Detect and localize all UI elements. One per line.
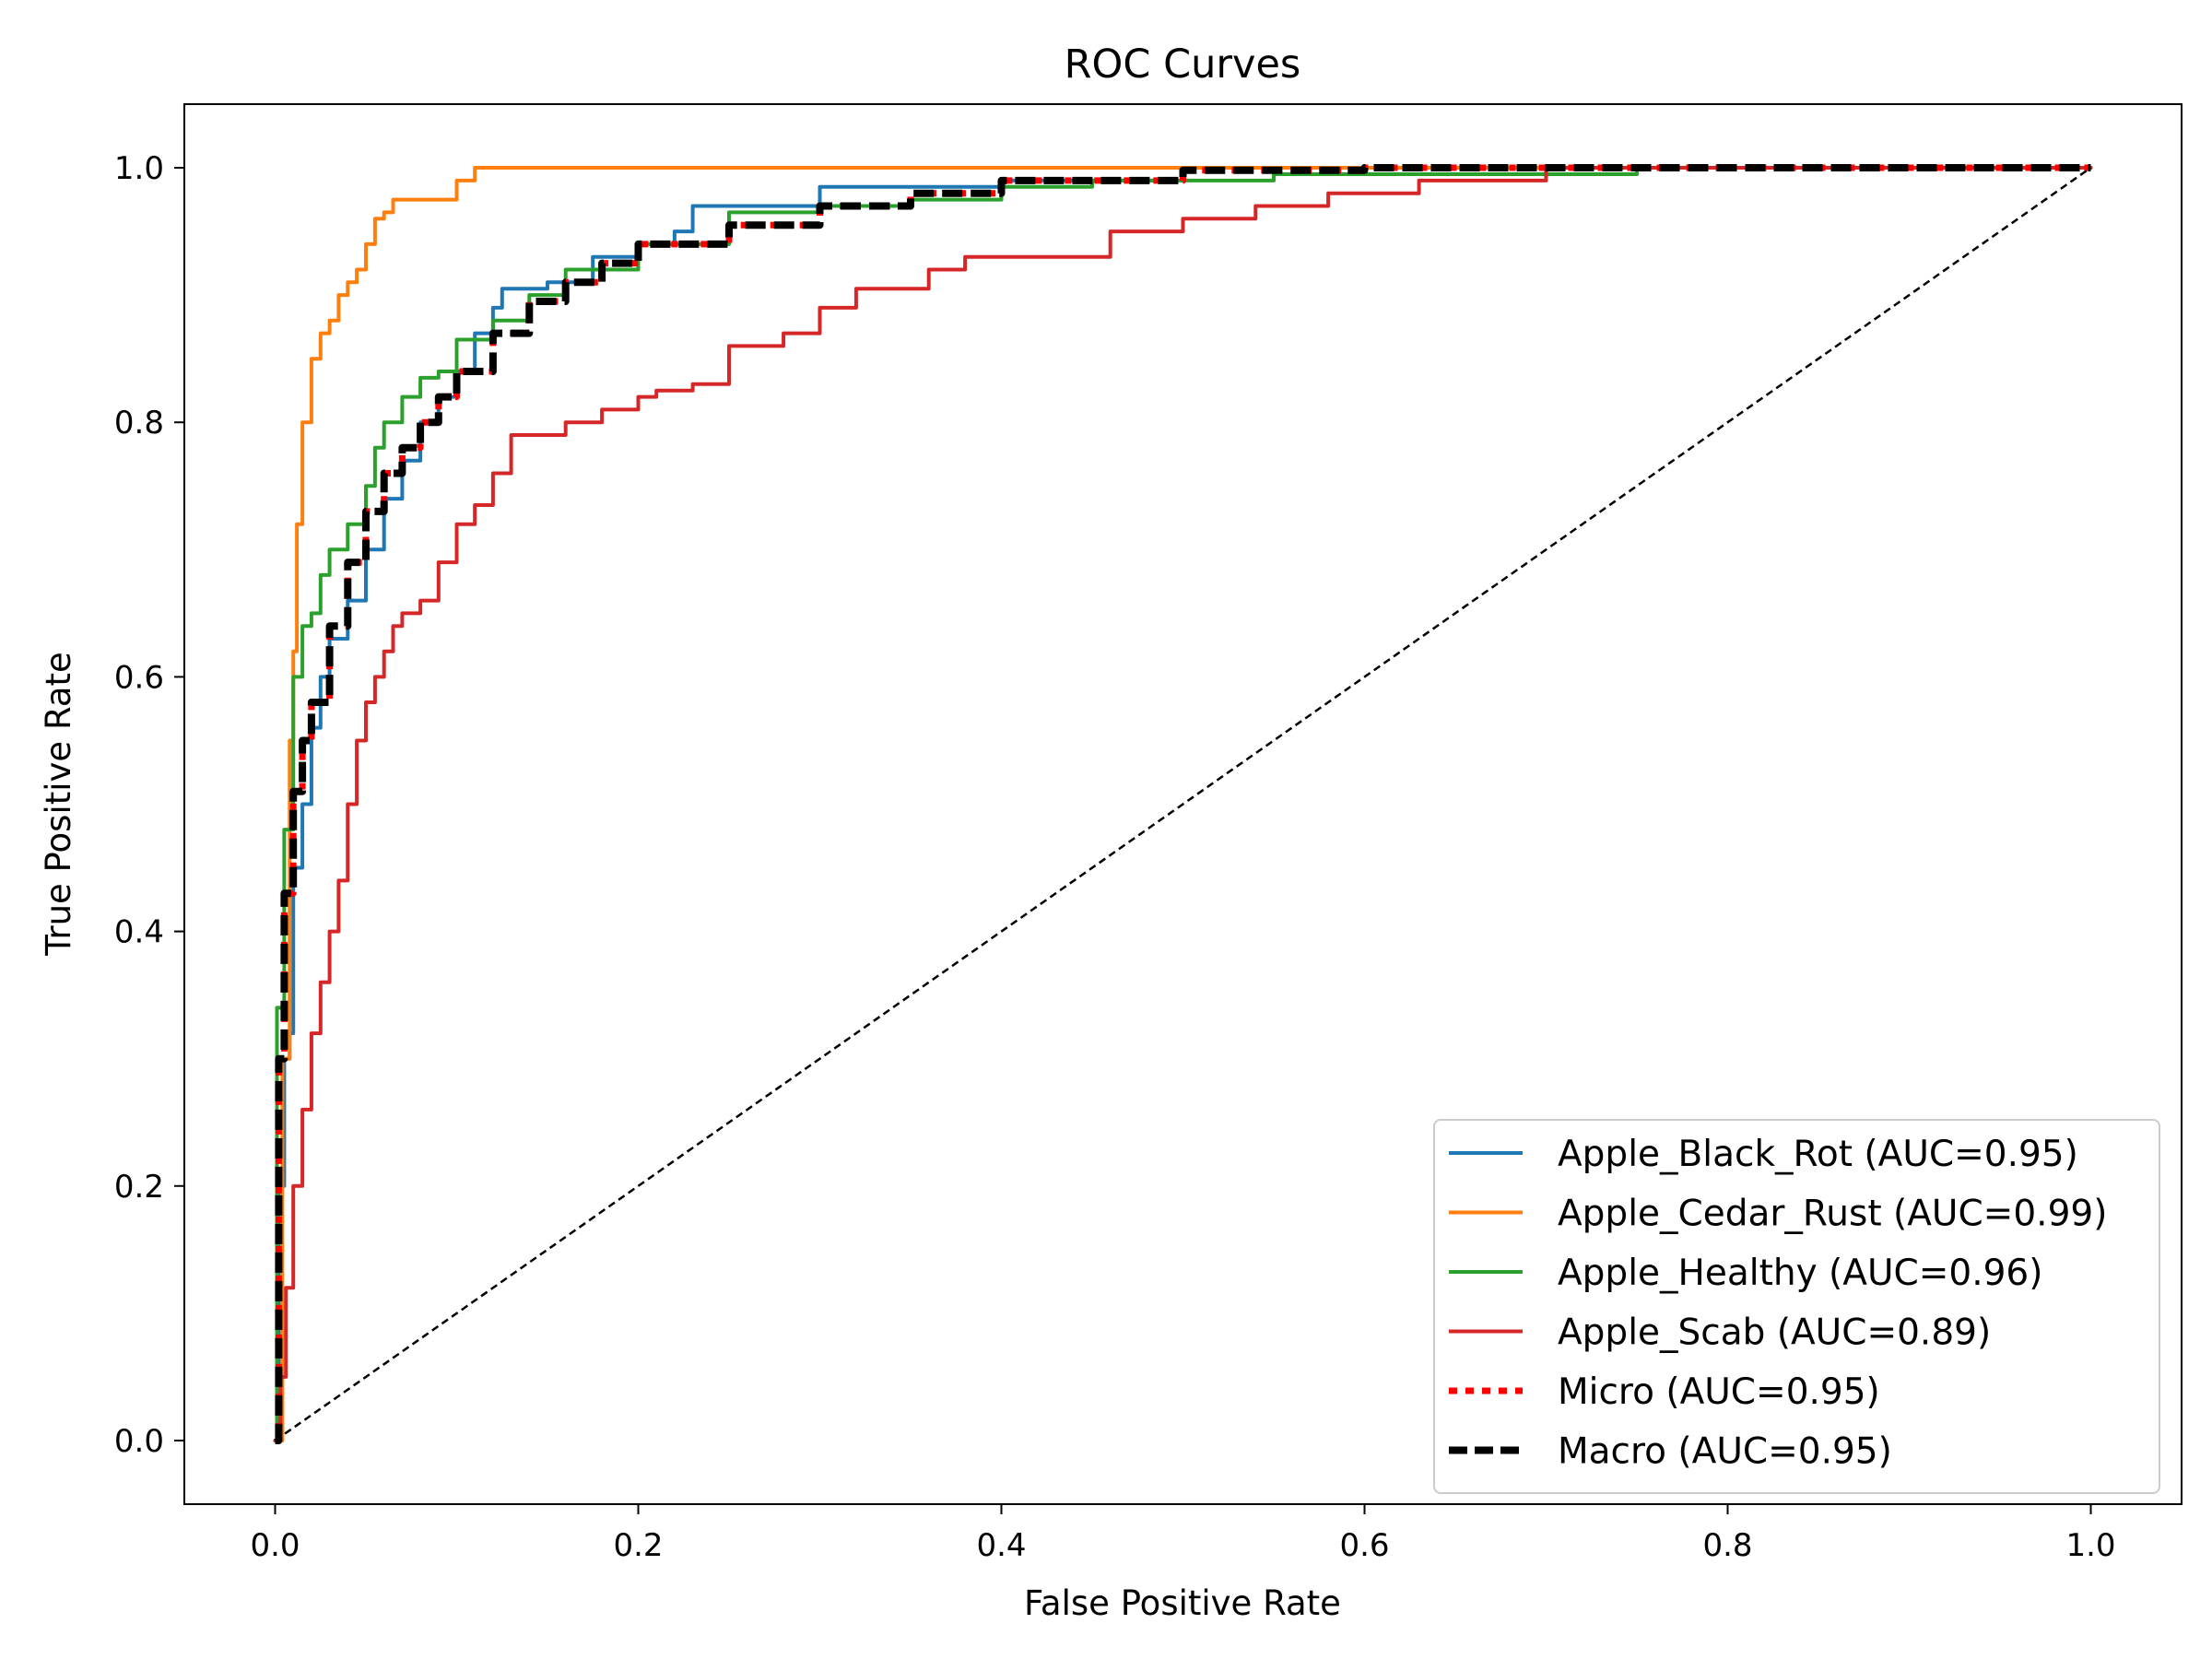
chart-title: ROC Curves <box>1065 41 1301 88</box>
x-tick-label: 0.0 <box>250 1527 300 1564</box>
chance-diagonal-line <box>274 166 2092 1442</box>
x-tick-label: 0.2 <box>613 1527 663 1564</box>
legend-label: Micro (AUC=0.95) <box>1558 1371 1880 1413</box>
plot-area <box>273 164 2093 1444</box>
legend-label: Apple_Cedar_Rust (AUC=0.99) <box>1558 1194 2107 1235</box>
series-line-apple-cedar-rust <box>273 166 2093 1442</box>
x-tick-label: 1.0 <box>2065 1527 2115 1564</box>
x-tick-label: 0.6 <box>1339 1527 1389 1564</box>
legend-label: Apple_Black_Rot (AUC=0.95) <box>1558 1134 2078 1175</box>
y-axis-label: True Positive Rate <box>39 652 78 957</box>
y-tick-label: 0.2 <box>114 1169 164 1206</box>
y-tick-label: 0.0 <box>114 1423 164 1460</box>
y-tick-label: 1.0 <box>114 150 164 187</box>
y-tick-label: 0.6 <box>114 659 164 696</box>
x-tick-label: 0.4 <box>976 1527 1026 1564</box>
y-tick-label: 0.8 <box>114 405 164 441</box>
legend-label: Macro (AUC=0.95) <box>1558 1431 1892 1473</box>
legend-label: Apple_Healthy (AUC=0.96) <box>1558 1253 2042 1294</box>
series-line-apple-scab <box>273 166 2093 1442</box>
axis-ticks: 0.0 0.2 0.4 0.6 0.8 1.0 0.0 0.2 0.4 0.6 0.8 1.0 <box>114 150 2116 1564</box>
legend-box <box>1433 1119 2160 1494</box>
x-axis-label: False Positive Rate <box>1024 1583 1341 1623</box>
series-line-apple-healthy <box>273 166 2093 1442</box>
series-line-macro <box>275 164 2091 1444</box>
y-tick-label: 0.4 <box>114 914 164 951</box>
legend-label: Apple_Scab (AUC=0.89) <box>1558 1312 1991 1354</box>
axes-frame <box>183 103 2183 1505</box>
legend: Apple_Black_Rot (AUC=0.95) Apple_Cedar_Ru… <box>1433 1119 2160 1494</box>
x-tick-label: 0.8 <box>1702 1527 1752 1564</box>
